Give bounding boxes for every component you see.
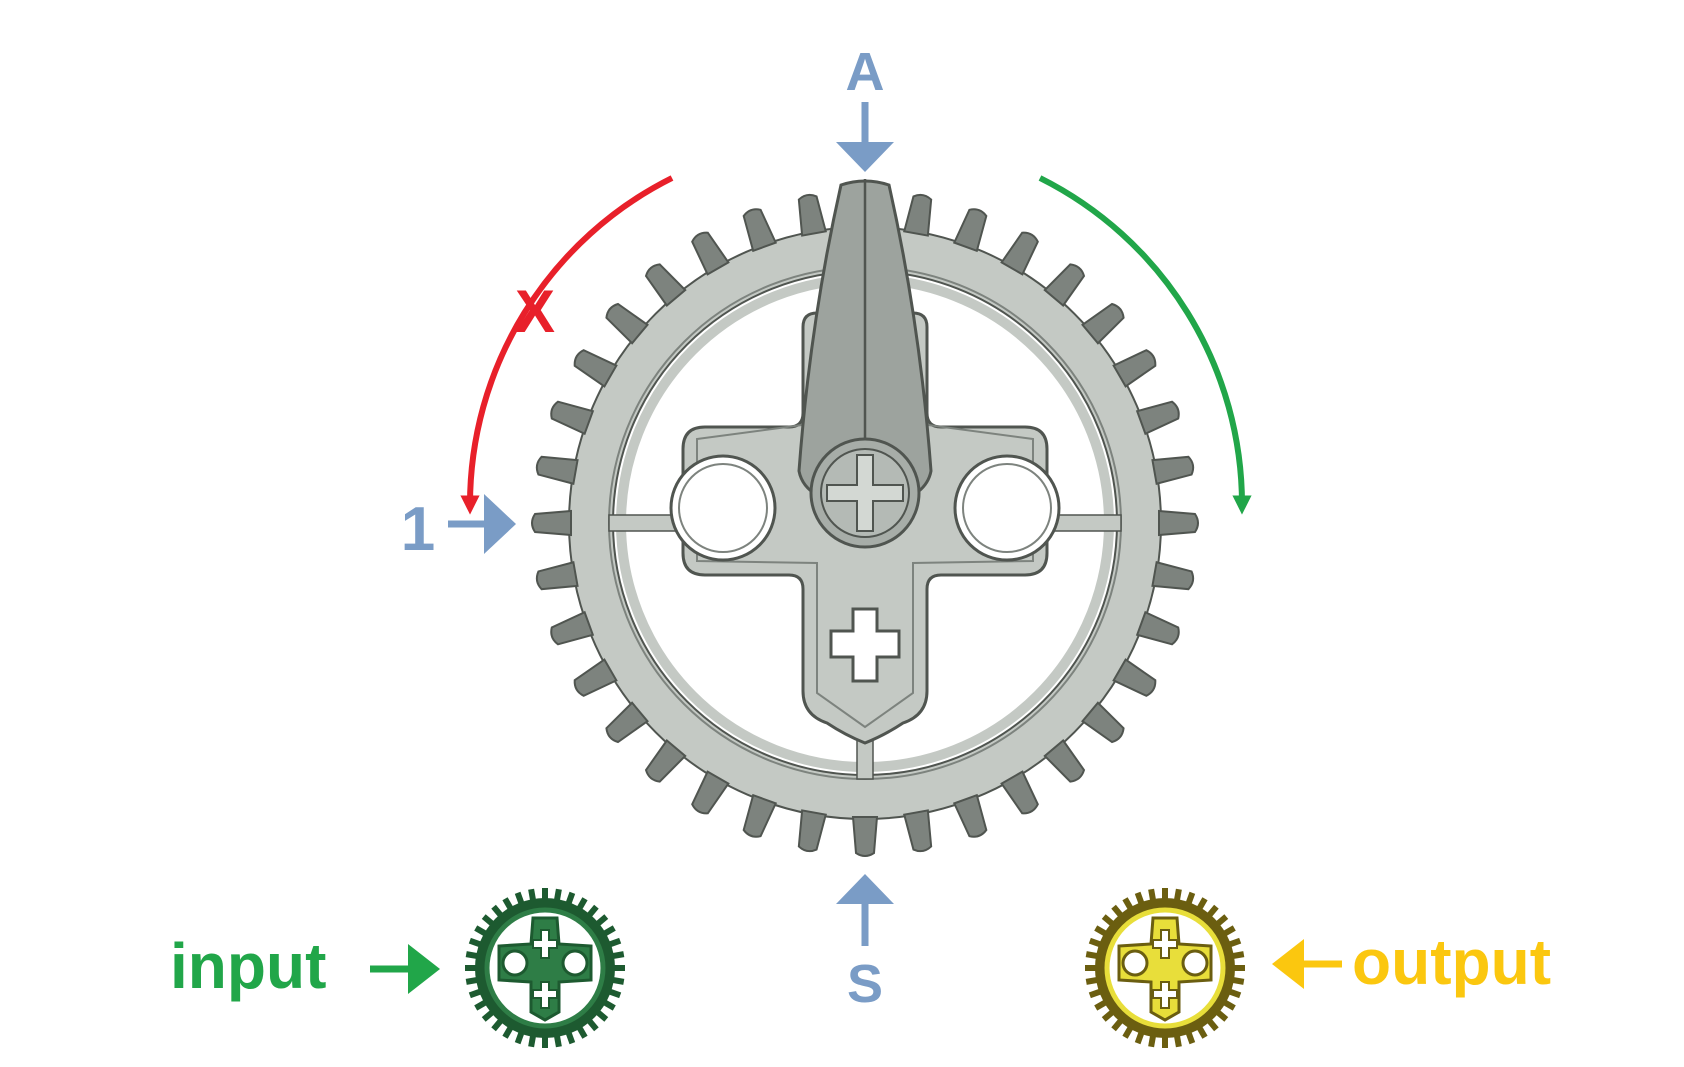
gear-tooth <box>1081 302 1125 345</box>
gear-tooth <box>607 988 622 999</box>
gear-tooth <box>1000 231 1039 276</box>
gear-tooth <box>1043 263 1086 307</box>
gear-tooth <box>1112 349 1157 388</box>
gear-tooth <box>1162 1036 1168 1048</box>
output-label: output <box>1352 926 1551 998</box>
gear-icon <box>531 179 1199 857</box>
left-marker-arrow <box>448 494 516 554</box>
gear-tooth <box>1000 770 1039 815</box>
gear-tooth <box>1173 888 1182 902</box>
gear-tooth <box>465 976 479 985</box>
counterclockwise-arrow <box>460 175 674 515</box>
gear-tooth <box>531 509 572 537</box>
label-x: X <box>515 278 555 345</box>
gear-tooth <box>605 701 649 744</box>
gear-tooth <box>514 1030 525 1045</box>
pointer-axle-hole <box>826 454 904 532</box>
gear-tooth <box>691 770 730 815</box>
gear-tooth <box>902 809 933 853</box>
output-arrow <box>1272 939 1342 989</box>
input-label: input <box>170 930 326 1002</box>
gear-tooth <box>1162 888 1168 900</box>
bottom-marker-arrow <box>836 874 894 946</box>
gear-tooth <box>1088 988 1103 999</box>
gear-tooth <box>1134 1030 1145 1045</box>
gear-tooth <box>1173 1034 1182 1048</box>
gear-tooth <box>1231 976 1245 985</box>
gear-tooth <box>1148 888 1157 902</box>
input-gear-icon <box>465 888 625 1048</box>
gear-tooth <box>468 937 483 948</box>
gear-tooth <box>605 302 649 345</box>
gear-tooth <box>514 891 525 906</box>
axle-hole <box>829 607 901 683</box>
gear-tooth <box>952 793 988 838</box>
gear-tooth <box>902 193 933 237</box>
gear-tooth <box>542 1036 548 1048</box>
gear-tooth <box>1148 1034 1157 1048</box>
clockwise-arrow <box>1038 175 1252 515</box>
gear-tooth <box>1043 739 1086 783</box>
gear-tooth <box>573 658 618 697</box>
gear-tooth <box>952 208 988 253</box>
gear-tooth <box>1085 976 1099 985</box>
gear-tooth <box>553 888 562 902</box>
right-pin-hole <box>953 454 1061 562</box>
gear-tooth <box>550 610 595 646</box>
gear-tooth <box>1081 701 1125 744</box>
gear-tooth <box>1134 891 1145 906</box>
gear-tooth <box>565 1030 576 1045</box>
gear-tooth <box>742 208 778 253</box>
gear-tooth <box>742 793 778 838</box>
label-1: 1 <box>401 495 435 564</box>
gear-tooth <box>1233 965 1245 971</box>
gear-tooth <box>535 455 579 486</box>
gear-tooth <box>573 349 618 388</box>
label-s: S <box>847 954 883 1014</box>
gear-tooth <box>797 809 828 853</box>
gear-tooth <box>611 951 625 960</box>
gear-tooth <box>613 965 625 971</box>
gear-tooth <box>1185 891 1196 906</box>
gear-tooth <box>797 193 828 237</box>
top-marker-arrow <box>836 102 894 172</box>
gear-tooth <box>1227 988 1242 999</box>
gear-tooth <box>465 965 477 971</box>
gear-tooth <box>1227 937 1242 948</box>
gear-tooth <box>528 1034 537 1048</box>
gear-tooth <box>542 888 548 900</box>
gear-tooth <box>550 400 595 436</box>
gear-tooth <box>1135 610 1180 646</box>
gear-tooth <box>611 976 625 985</box>
gear-tooth <box>1151 560 1195 591</box>
gear-tooth <box>465 951 479 960</box>
gear-tooth <box>535 560 579 591</box>
gear-tooth <box>1085 965 1097 971</box>
gear-tooth <box>1185 1030 1196 1045</box>
gear-tooth <box>468 988 483 999</box>
gear-tooth <box>1158 509 1199 537</box>
label-a: A <box>846 42 885 102</box>
gear-tooth <box>1088 937 1103 948</box>
gear-tooth <box>1151 455 1195 486</box>
input-arrow <box>370 944 440 994</box>
gear-tooth <box>553 1034 562 1048</box>
gear-tooth <box>528 888 537 902</box>
gear-tooth <box>691 231 730 276</box>
gear-tooth <box>1135 400 1180 436</box>
gear-tooth <box>644 263 687 307</box>
gear-tooth <box>565 891 576 906</box>
gear-tooth <box>1231 951 1245 960</box>
gear-tooth <box>644 739 687 783</box>
gear-tooth <box>1112 658 1157 697</box>
output-gear-icon <box>1085 888 1245 1048</box>
gear-tooth <box>851 816 879 857</box>
left-pin-hole <box>669 454 777 562</box>
gear-tooth <box>607 937 622 948</box>
gear-tooth <box>1085 951 1099 960</box>
